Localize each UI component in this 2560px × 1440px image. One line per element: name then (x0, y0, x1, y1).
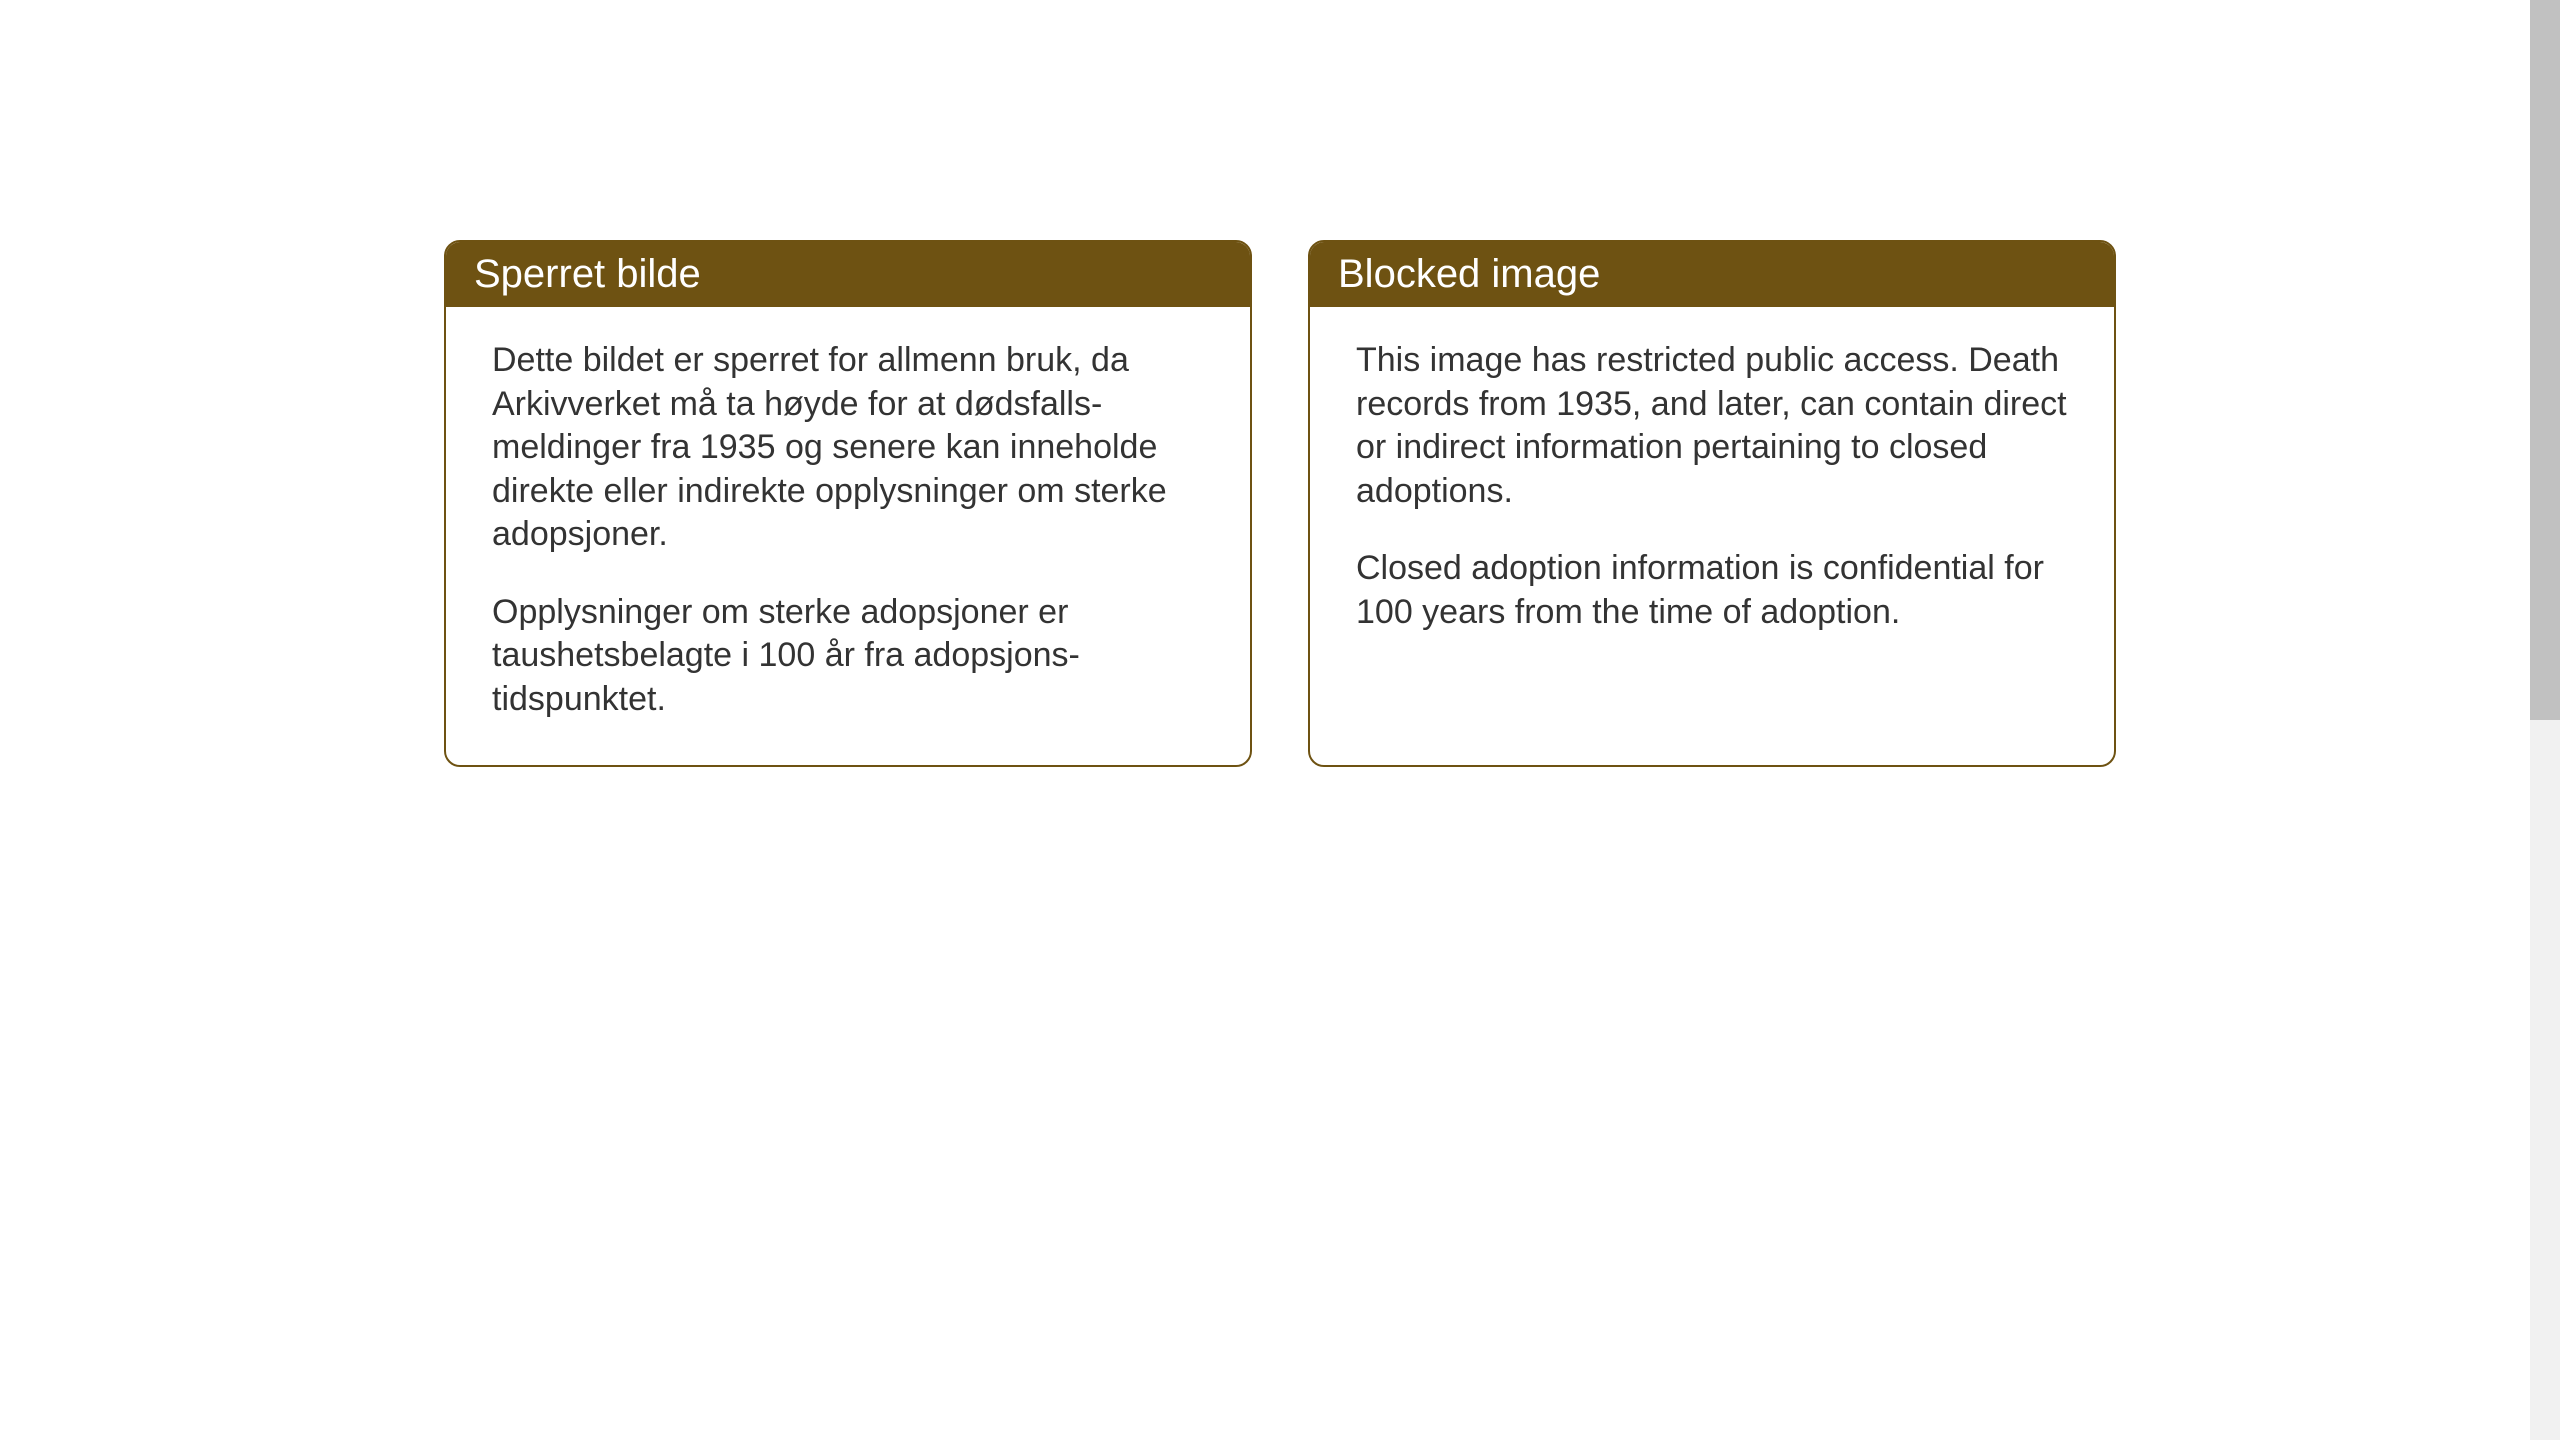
card-paragraph-2-norwegian: Opplysninger om sterke adopsjoner er tau… (492, 591, 1204, 722)
card-title-english: Blocked image (1338, 252, 1600, 296)
card-title-norwegian: Sperret bilde (474, 252, 701, 296)
card-paragraph-1-norwegian: Dette bildet er sperret for allmenn bruk… (492, 339, 1204, 557)
scrollbar-thumb[interactable] (2530, 0, 2560, 720)
notice-card-english: Blocked image This image has restricted … (1308, 240, 2116, 767)
card-paragraph-2-english: Closed adoption information is confident… (1356, 547, 2068, 634)
notice-card-norwegian: Sperret bilde Dette bildet er sperret fo… (444, 240, 1252, 767)
card-header-norwegian: Sperret bilde (446, 242, 1250, 307)
card-body-english: This image has restricted public access.… (1310, 307, 2114, 678)
notice-cards-container: Sperret bilde Dette bildet er sperret fo… (444, 240, 2116, 767)
card-body-norwegian: Dette bildet er sperret for allmenn bruk… (446, 307, 1250, 765)
scrollbar-track[interactable] (2530, 0, 2560, 1440)
card-header-english: Blocked image (1310, 242, 2114, 307)
card-paragraph-1-english: This image has restricted public access.… (1356, 339, 2068, 513)
